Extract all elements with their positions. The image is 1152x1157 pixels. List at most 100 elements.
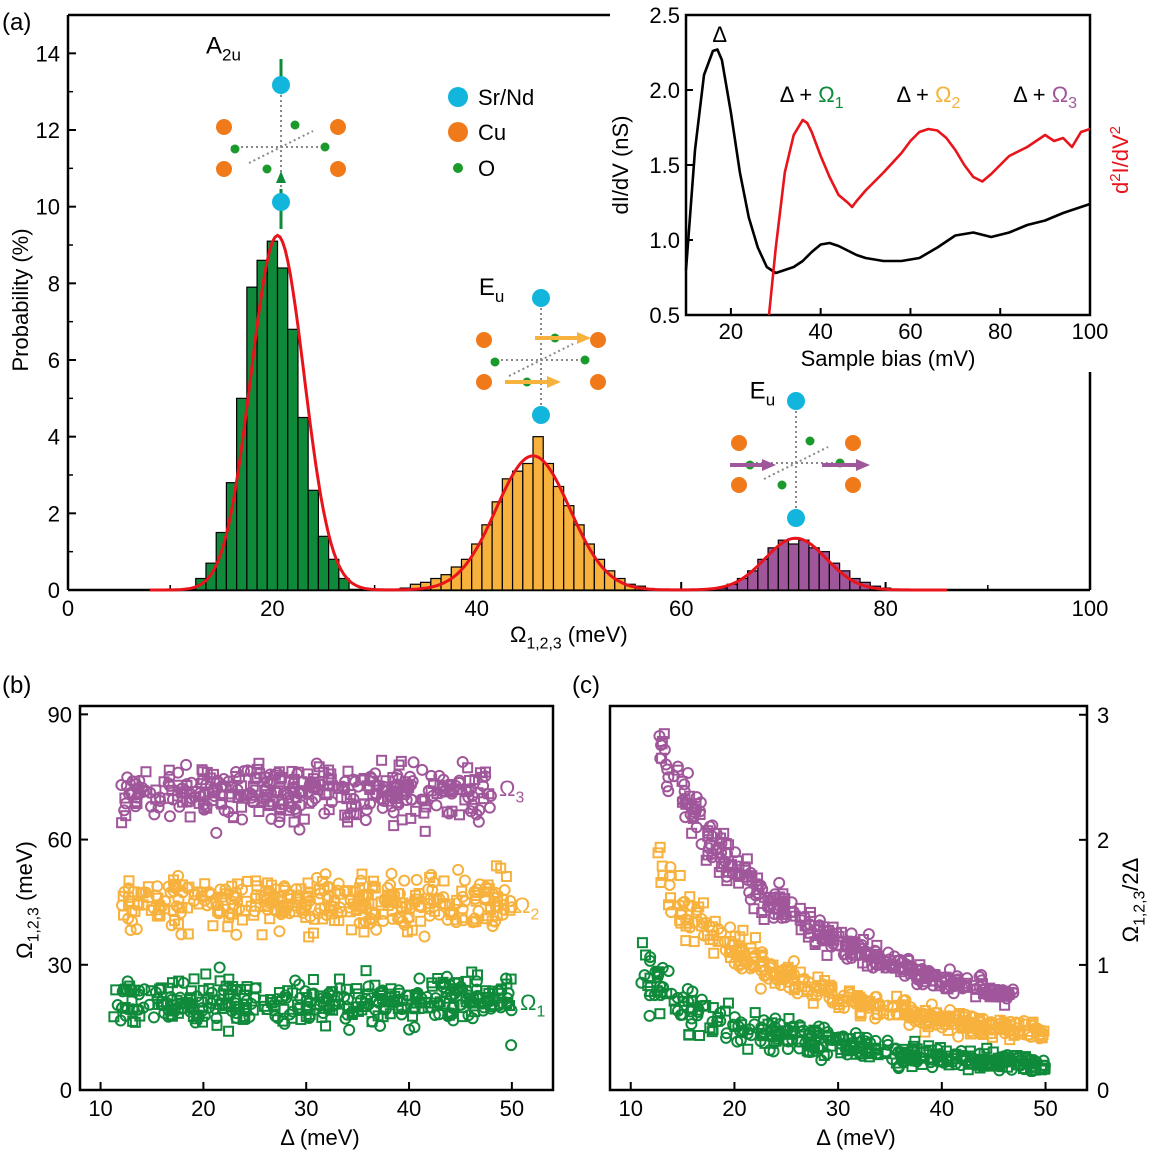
point-Ω3 [345, 789, 357, 801]
point-Ω3 [469, 774, 481, 786]
point-Ω1 [431, 1000, 443, 1012]
panel-c: 10 20 30 40 50 0 1 2 3 Ω1,2,3/2Δ Δ (meV) (c) [572, 672, 1149, 1150]
label-sub: 1 [536, 1004, 545, 1021]
point-Ω2 [484, 904, 496, 916]
bond-line [248, 130, 314, 164]
x-tick-label: 0 [62, 596, 74, 621]
cu-atom [731, 477, 747, 493]
point-Ω3 [690, 798, 702, 810]
point-Ω2 [675, 917, 687, 929]
x-axis-label: Sample bias (mV) [801, 346, 976, 371]
point-Ω2 [438, 875, 450, 887]
point-Ω3 [235, 780, 247, 792]
point-Ω2 [219, 883, 232, 896]
point-Ω3 [215, 780, 228, 793]
y-tick-label: 60 [48, 828, 72, 853]
plot-frame [78, 704, 555, 1092]
point-Ω3 [732, 860, 745, 873]
point-Ω1 [787, 1027, 799, 1039]
point-Ω3 [129, 796, 141, 808]
point-Ω2 [801, 986, 813, 998]
point-Ω3 [131, 797, 143, 809]
point-Ω2 [381, 881, 394, 894]
point-Ω2 [333, 915, 345, 927]
point-Ω3 [898, 962, 911, 975]
label-sub: 1,2,3 [526, 636, 561, 653]
point-Ω3 [702, 842, 715, 855]
point-Ω3 [298, 813, 310, 825]
point-Ω1 [973, 1047, 986, 1060]
y-tick-label: 30 [48, 953, 72, 978]
point-Ω3 [393, 759, 405, 771]
x-axis-label: Δ (meV) [816, 1125, 895, 1150]
y-axis-label: Ω1,2,3 (meV) [12, 841, 43, 959]
y-tick-label: 2 [48, 501, 60, 526]
point-Ω3 [215, 797, 227, 809]
y-tick-label: 8 [48, 271, 60, 296]
point-Ω2 [168, 878, 180, 890]
point-Ω3 [437, 785, 450, 798]
x-tick-label: 10 [618, 1096, 642, 1121]
point-Ω1 [247, 1004, 259, 1016]
point-Ω2 [264, 913, 276, 925]
point-Ω3 [387, 806, 400, 819]
bar-Ω1 [287, 328, 299, 591]
point-Ω3 [284, 801, 297, 814]
point-Ω3 [956, 982, 969, 995]
point-Ω1 [341, 993, 354, 1006]
point-Ω2 [1004, 1034, 1016, 1046]
point-Ω2 [172, 918, 184, 930]
point-Ω2 [404, 898, 416, 910]
peak-label-delta: Δ + [896, 82, 935, 107]
point-Ω2 [457, 914, 470, 927]
point-Ω2 [854, 1006, 866, 1018]
point-Ω1 [223, 1025, 235, 1037]
point-Ω2 [479, 881, 492, 894]
bond-line [763, 446, 829, 480]
point-Ω3 [882, 946, 895, 959]
point-Ω2 [210, 896, 222, 908]
bond-line [508, 343, 574, 377]
bar-Ω1 [276, 267, 289, 591]
point-Ω2 [764, 967, 777, 980]
point-Ω2 [289, 906, 301, 918]
point-Ω1 [743, 1023, 756, 1036]
point-Ω3 [751, 884, 763, 896]
point-Ω1 [781, 1042, 794, 1055]
point-Ω3 [853, 940, 866, 953]
point-Ω2 [354, 874, 367, 887]
point-Ω3 [841, 952, 854, 965]
point-Ω1 [407, 1002, 420, 1015]
y-tick-label: 6 [48, 348, 60, 373]
bar-Ω1 [317, 535, 330, 591]
point-Ω1 [428, 997, 440, 1009]
point-Ω1 [818, 1049, 830, 1061]
point-Ω3 [206, 787, 218, 799]
point-Ω3 [764, 892, 776, 904]
point-Ω3 [419, 795, 431, 807]
point-Ω2 [674, 869, 686, 881]
label-sub: 3 [515, 790, 524, 807]
point-Ω2 [690, 907, 702, 919]
point-Ω3 [405, 793, 418, 806]
point-Ω2 [786, 972, 799, 985]
point-Ω2 [189, 888, 202, 901]
point-Ω1 [779, 1025, 791, 1037]
label-sup: 2 [1107, 126, 1124, 134]
point-Ω1 [220, 1000, 232, 1012]
point-Ω2 [781, 970, 794, 983]
o-atom [777, 480, 787, 490]
point-Ω3 [993, 985, 1005, 997]
plot-frame [608, 704, 1089, 1092]
point-Ω1 [393, 987, 405, 999]
y-tick-label: 0 [48, 578, 60, 603]
point-Ω1 [203, 983, 215, 995]
point-Ω2 [665, 892, 677, 904]
o-atom [580, 355, 590, 365]
point-Ω3 [656, 752, 668, 764]
point-Ω2 [486, 915, 498, 927]
point-Ω2 [914, 1016, 927, 1029]
point-Ω2 [741, 956, 753, 968]
point-Ω1 [1028, 1058, 1040, 1070]
point-Ω1 [686, 994, 698, 1006]
